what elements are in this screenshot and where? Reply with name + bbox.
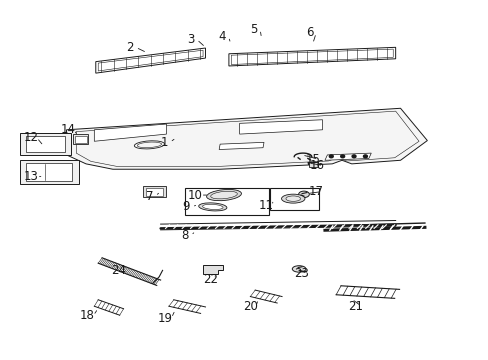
Text: 8: 8 [181, 229, 188, 242]
Ellipse shape [281, 194, 305, 203]
Polygon shape [325, 153, 370, 160]
Text: 22: 22 [203, 273, 218, 286]
Text: 14: 14 [61, 123, 75, 136]
Text: 10: 10 [187, 189, 202, 202]
Bar [308, 162, 317, 167]
Text: 5: 5 [250, 23, 257, 36]
Text: 13: 13 [23, 170, 38, 183]
Bar [20, 133, 71, 155]
Polygon shape [228, 47, 395, 66]
Bar [146, 188, 163, 196]
Polygon shape [94, 124, 166, 141]
Text: 9: 9 [182, 201, 189, 213]
Bar [26, 135, 65, 152]
Text: 20: 20 [243, 300, 257, 313]
Bar [269, 188, 318, 211]
Ellipse shape [210, 191, 237, 199]
Text: 19: 19 [158, 311, 173, 325]
Bar [143, 186, 166, 197]
Text: 1: 1 [160, 136, 167, 149]
Polygon shape [219, 142, 264, 149]
Ellipse shape [298, 191, 309, 198]
Text: 11: 11 [259, 199, 273, 212]
Text: 15: 15 [305, 153, 320, 166]
Text: 17: 17 [308, 185, 324, 198]
Circle shape [340, 155, 344, 158]
Bar [20, 160, 79, 184]
Text: 16: 16 [309, 159, 325, 172]
Circle shape [363, 155, 366, 158]
Polygon shape [203, 265, 222, 274]
Polygon shape [239, 120, 322, 134]
Text: 6: 6 [306, 27, 313, 40]
Text: 24: 24 [111, 264, 126, 277]
Bar [184, 188, 268, 215]
Text: 4: 4 [218, 30, 226, 43]
Bar [75, 135, 86, 143]
Ellipse shape [202, 204, 223, 210]
Text: 7: 7 [145, 190, 153, 203]
Circle shape [351, 155, 355, 158]
Text: 18: 18 [80, 309, 95, 322]
Bar [26, 163, 72, 181]
Text: 21: 21 [347, 300, 363, 313]
Text: 2: 2 [126, 41, 133, 54]
Circle shape [329, 155, 332, 158]
Polygon shape [66, 108, 427, 169]
Text: 12: 12 [23, 131, 39, 144]
Bar [73, 134, 88, 144]
Ellipse shape [198, 203, 226, 211]
Text: 23: 23 [294, 267, 309, 280]
Ellipse shape [206, 189, 241, 201]
Ellipse shape [134, 141, 164, 149]
Ellipse shape [292, 266, 305, 272]
Ellipse shape [285, 196, 300, 201]
Polygon shape [96, 48, 205, 73]
Text: 3: 3 [187, 33, 194, 46]
